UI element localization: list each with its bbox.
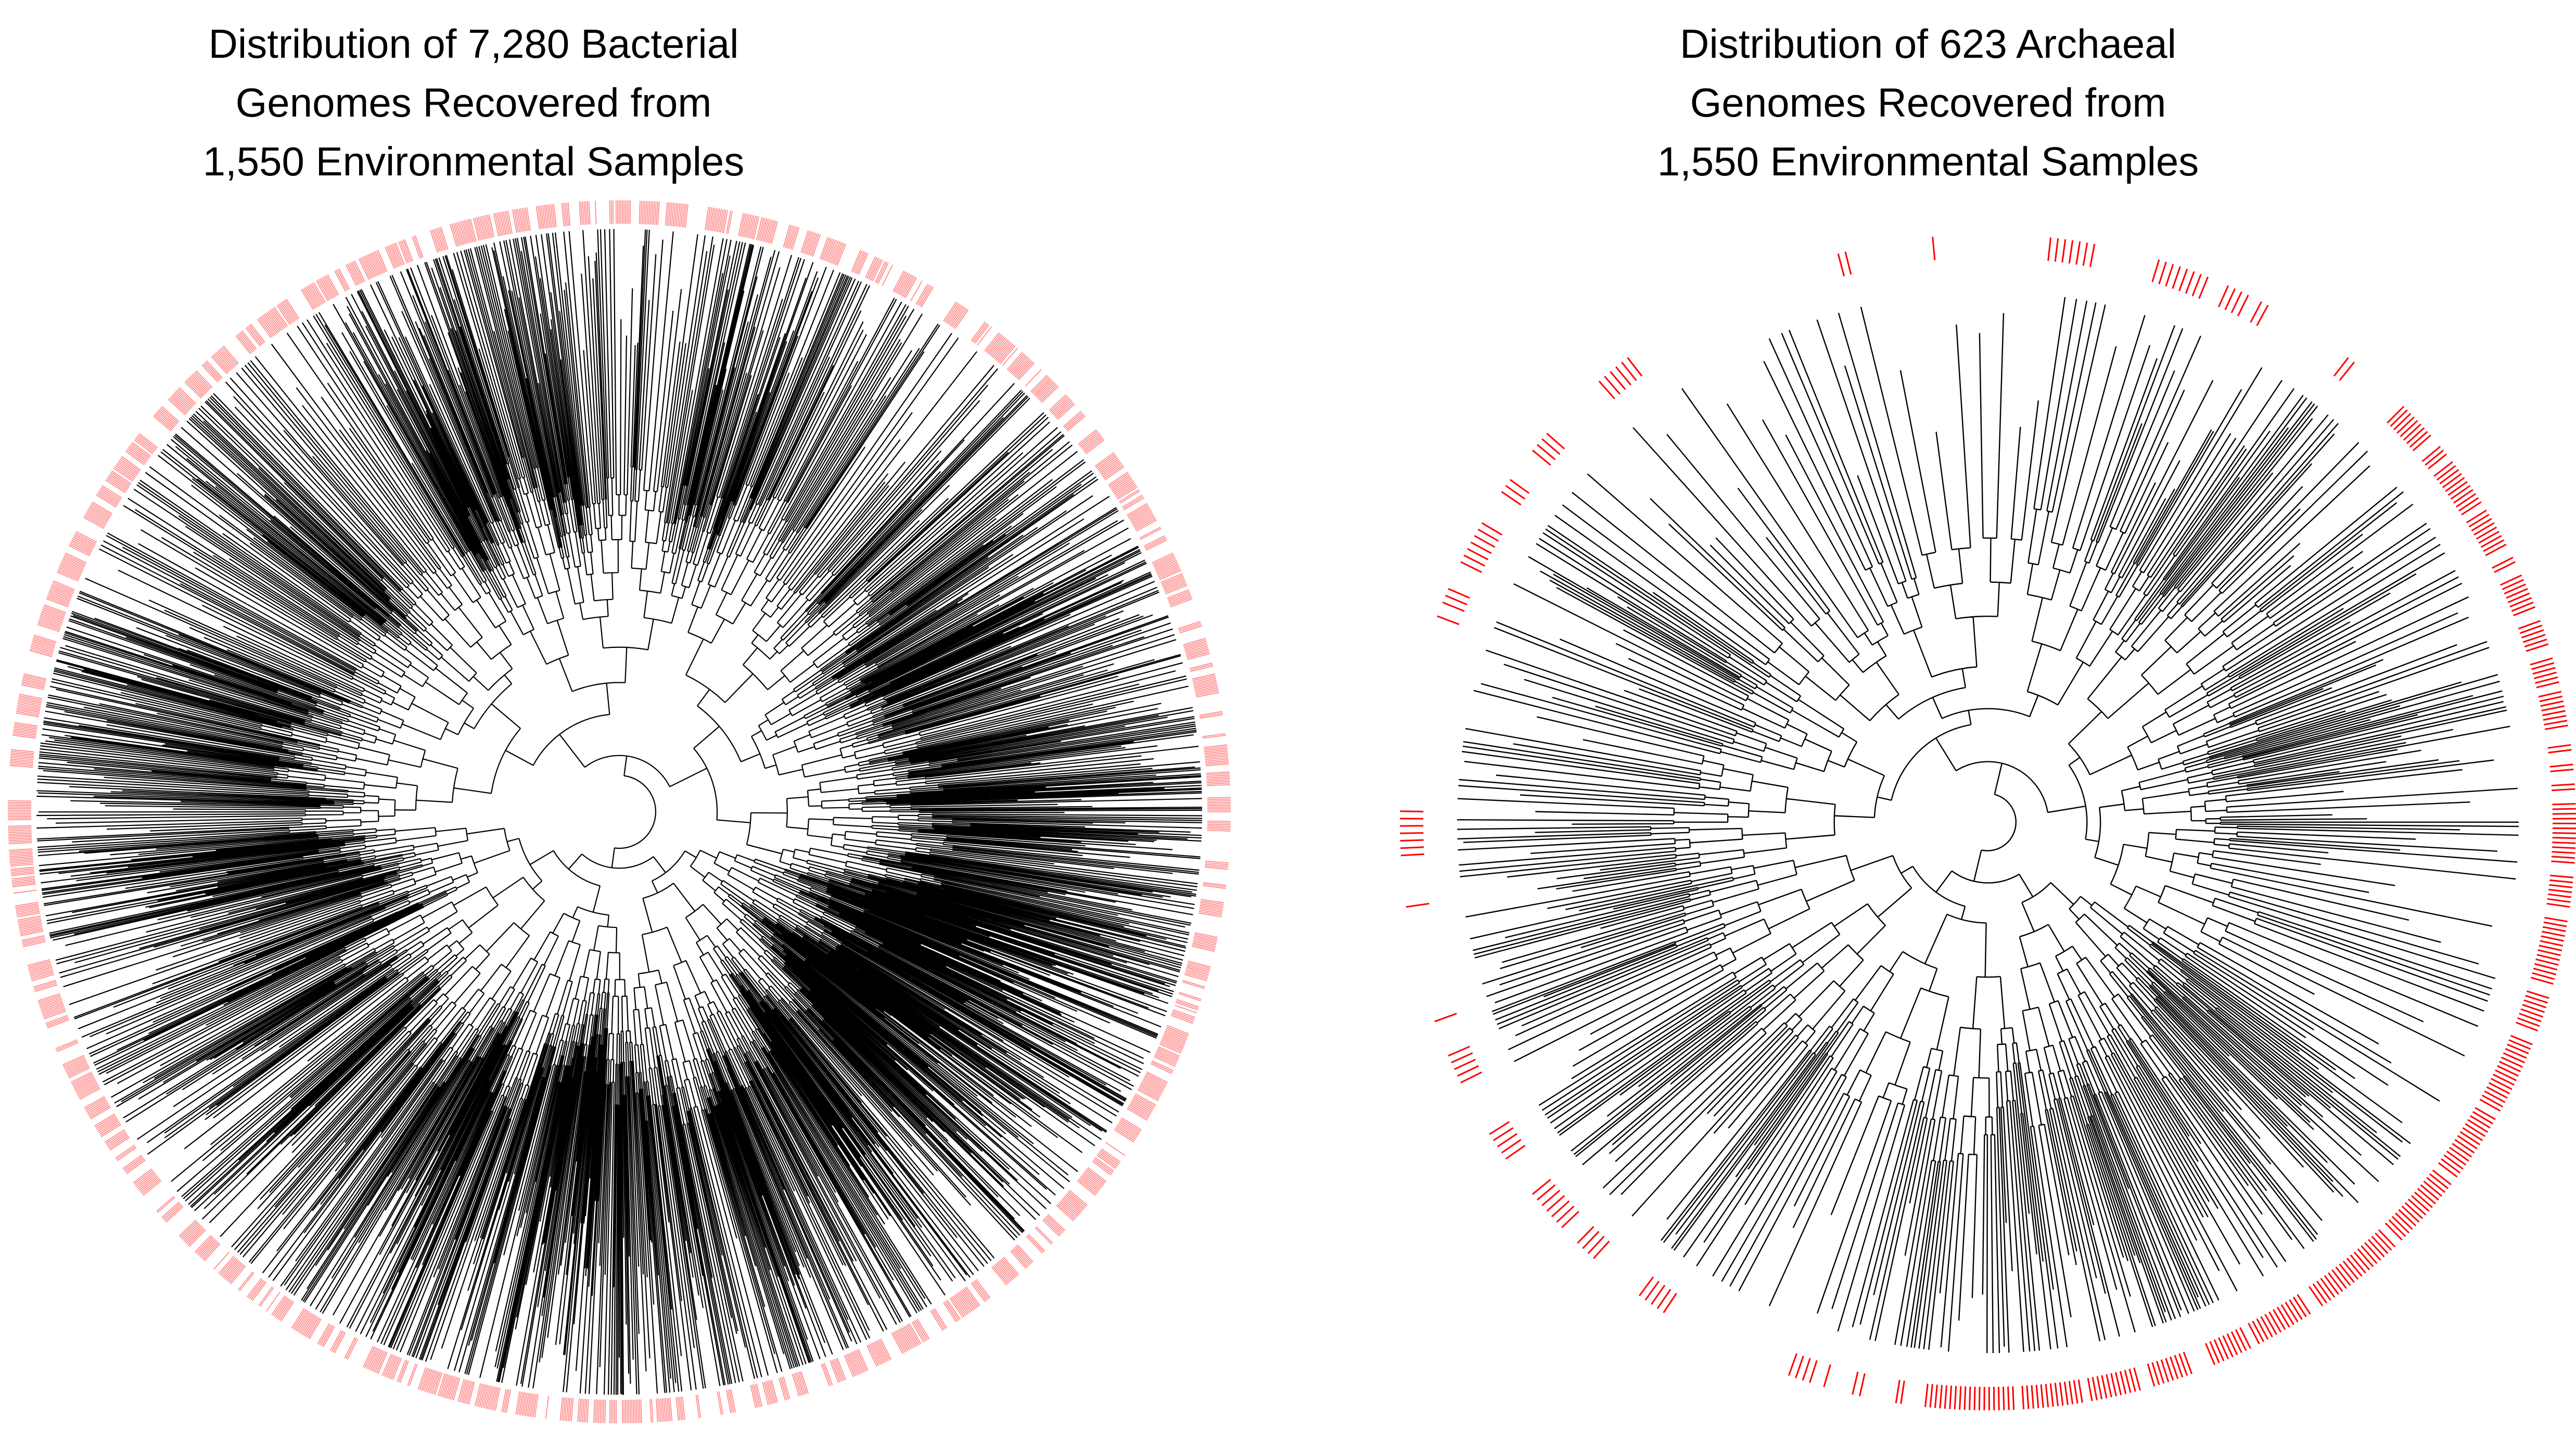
bacterial-tree-branches xyxy=(36,228,1203,1395)
title-line-3: 1,550 Environmental Samples xyxy=(202,138,745,184)
archaeal-tree-graphic xyxy=(1399,236,2576,1411)
title-line-1: Distribution of 7,280 Bacterial xyxy=(208,21,739,67)
bacterial-tree-graphic xyxy=(7,200,1231,1424)
title-line-2: Genomes Recovered from xyxy=(235,80,712,125)
title-line-3: 1,550 Environmental Samples xyxy=(1657,138,2199,184)
archaeal-sample-ring-sparse xyxy=(1399,236,2355,1397)
archaeal-tree-title: Distribution of 623 Archaeal Genomes Rec… xyxy=(640,15,2576,191)
archaeal-tree-branches xyxy=(1457,297,2519,1354)
title-line-2: Genomes Recovered from xyxy=(1690,80,2166,125)
bacterial-sample-ring xyxy=(7,200,1231,1424)
bacterial-tree-title: Distribution of 7,280 Bacterial Genomes … xyxy=(0,15,1124,191)
archaeal-tree-panel: Distribution of 623 Archaeal Genomes Rec… xyxy=(1288,0,2576,1440)
archaeal-sample-ring-dense xyxy=(1895,405,2576,1411)
title-line-1: Distribution of 623 Archaeal xyxy=(1680,21,2176,67)
bacterial-tree-panel: Distribution of 7,280 Bacterial Genomes … xyxy=(0,15,1124,191)
